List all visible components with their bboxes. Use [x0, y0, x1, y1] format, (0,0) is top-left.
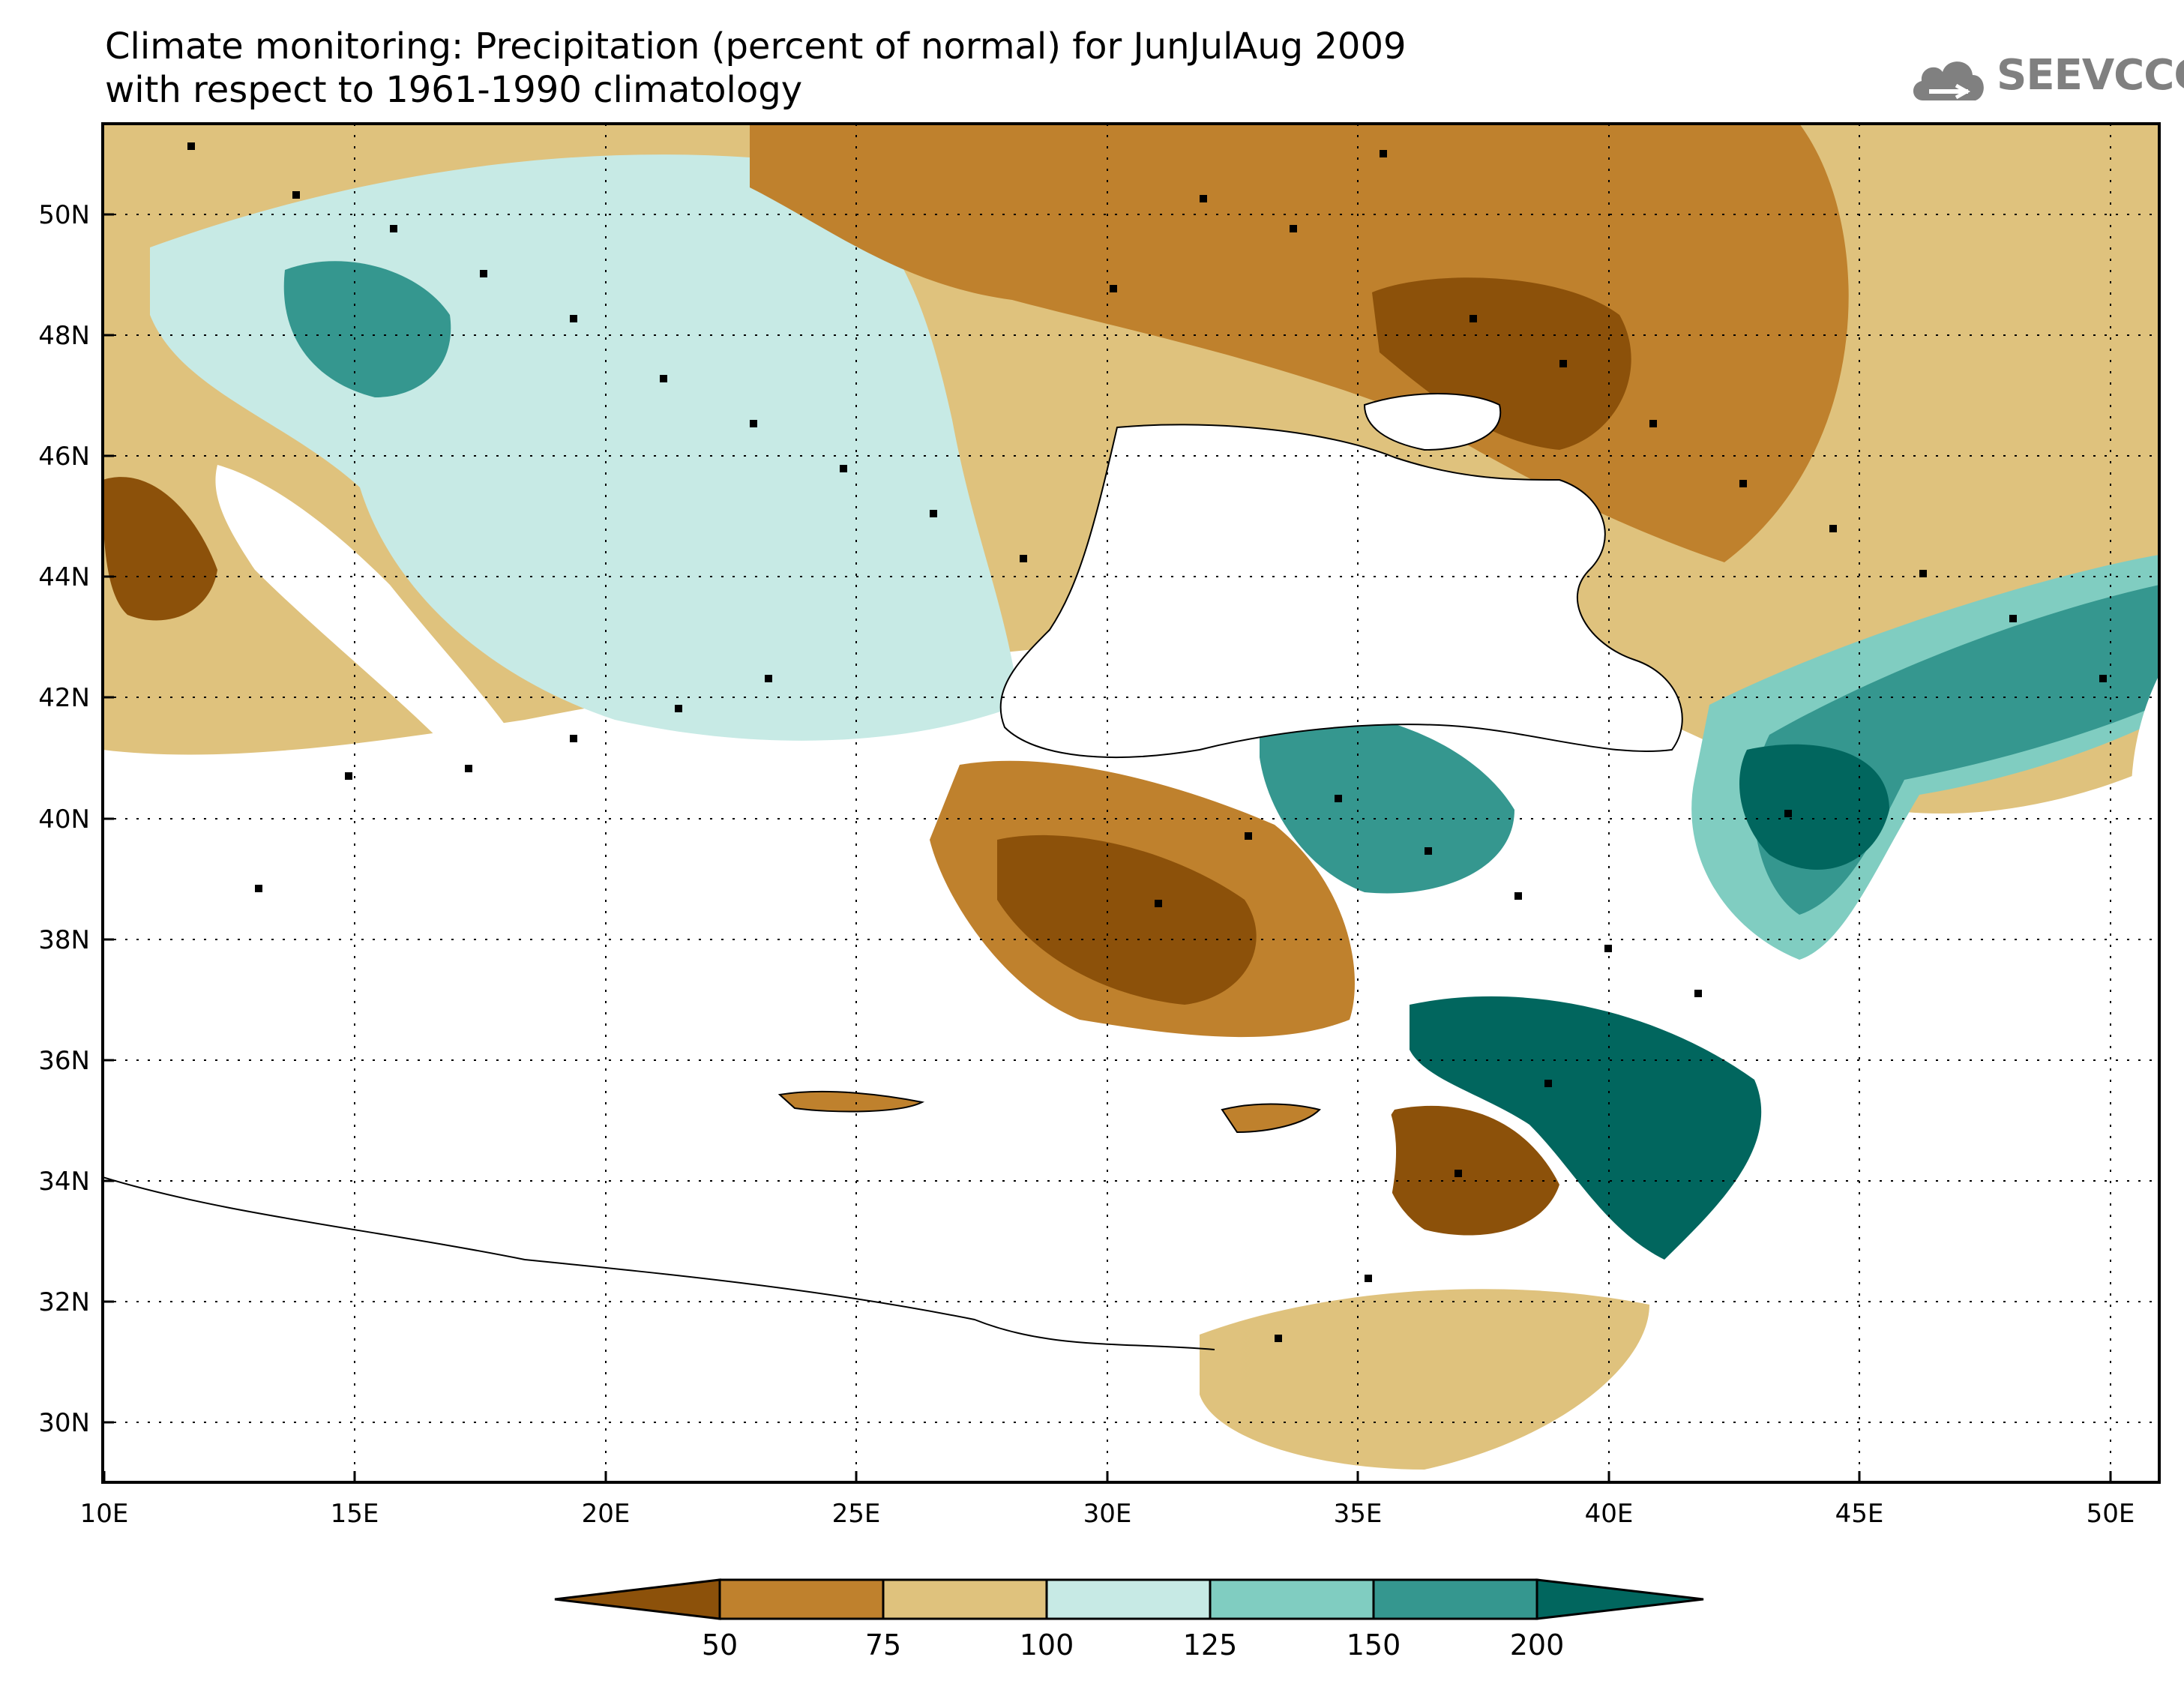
- colorbar-segment: [882, 1578, 1048, 1620]
- lon-tick-label: 10E: [80, 1499, 129, 1529]
- field-75-100-arabia: [1200, 1289, 1649, 1470]
- graticule: [103, 124, 2159, 1482]
- colorbar-label: 200: [1510, 1629, 1565, 1662]
- azov-sea: [1363, 393, 1502, 451]
- colorbar-segment: [554, 1578, 721, 1620]
- map-frame: [101, 122, 2161, 1484]
- field-75-100-east: [750, 124, 1849, 562]
- north-africa-coast: [103, 1176, 1215, 1350]
- map-title-line-2: with respect to 1961-1990 climatology: [105, 69, 803, 111]
- colorbar-label: 75: [865, 1629, 901, 1662]
- colorbar-segment: [1045, 1578, 1212, 1620]
- black-sea: [999, 424, 1683, 758]
- seevccc-logo: SEEVCCC: [1908, 45, 2184, 112]
- colorbar: 50 75 100 125 150 200: [554, 1578, 1704, 1662]
- lat-tick-label: 36N: [38, 1046, 90, 1076]
- lon-tick-label: 30E: [1083, 1499, 1132, 1529]
- field-below-50-anatolia: [997, 835, 1257, 1005]
- crete-island: [777, 1090, 925, 1113]
- field-above-200-armenia: [1739, 744, 1889, 870]
- lat-tick-label: 50N: [38, 200, 90, 230]
- lat-tick-label: 48N: [38, 321, 90, 351]
- lon-tick-label: 20E: [582, 1499, 631, 1529]
- map-title-line-1: Climate monitoring: Precipitation (perce…: [105, 25, 1407, 67]
- field-50-75-levant: [1382, 1105, 1559, 1236]
- colorbar-label: 100: [1020, 1629, 1074, 1662]
- colorbar-label: 50: [702, 1629, 738, 1662]
- lat-tick-label: 40N: [38, 805, 90, 835]
- mediterranean-sea: [103, 795, 1397, 1300]
- cyprus-island: [1221, 1103, 1321, 1134]
- field-50-75-ukraine: [1372, 277, 1631, 450]
- colorbar-label: 150: [1347, 1629, 1401, 1662]
- lat-tick-label: 46N: [38, 442, 90, 472]
- colorbar-segment: [718, 1578, 885, 1620]
- lon-tick-label: 40E: [1585, 1499, 1634, 1529]
- field-above-200-syria: [1410, 996, 1762, 1260]
- lon-tick-label: 45E: [1835, 1499, 1884, 1529]
- station-markers: [187, 142, 2107, 1342]
- lat-tick-label: 44N: [38, 562, 90, 592]
- colorbar-segment: [1535, 1578, 1704, 1620]
- lon-tick-label: 25E: [832, 1499, 881, 1529]
- lat-tick-label: 32N: [38, 1287, 90, 1317]
- lon-tick-label: 15E: [331, 1499, 379, 1529]
- colorbar-segment: [1372, 1578, 1538, 1620]
- caspian-sea: [2131, 675, 2159, 885]
- logo-text: SEEVCCC: [1997, 51, 2184, 100]
- axis-tick-marks: [103, 213, 2112, 1482]
- adriatic-sea: [215, 465, 540, 796]
- lat-tick-label: 42N: [38, 683, 90, 713]
- lon-tick-label: 50E: [2087, 1499, 2135, 1529]
- lat-tick-label: 38N: [38, 925, 90, 955]
- lon-tick-label: 35E: [1334, 1499, 1383, 1529]
- colorbar-segment: [1209, 1578, 1375, 1620]
- field-150-200-czech: [283, 261, 451, 397]
- lat-tick-label: 34N: [38, 1167, 90, 1197]
- field-below-50-italy: [103, 477, 217, 621]
- field-150-200-central-anatolia: [1260, 709, 1514, 894]
- precipitation-field: [103, 124, 2159, 1482]
- cloud-icon: [1913, 61, 1984, 100]
- colorbar-label: 125: [1183, 1629, 1238, 1662]
- lat-tick-label: 30N: [38, 1408, 90, 1438]
